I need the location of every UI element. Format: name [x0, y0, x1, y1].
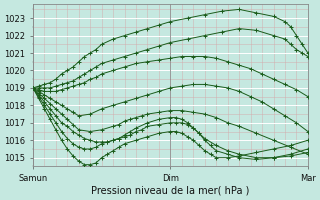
X-axis label: Pression niveau de la mer( hPa ): Pression niveau de la mer( hPa ): [91, 186, 250, 196]
